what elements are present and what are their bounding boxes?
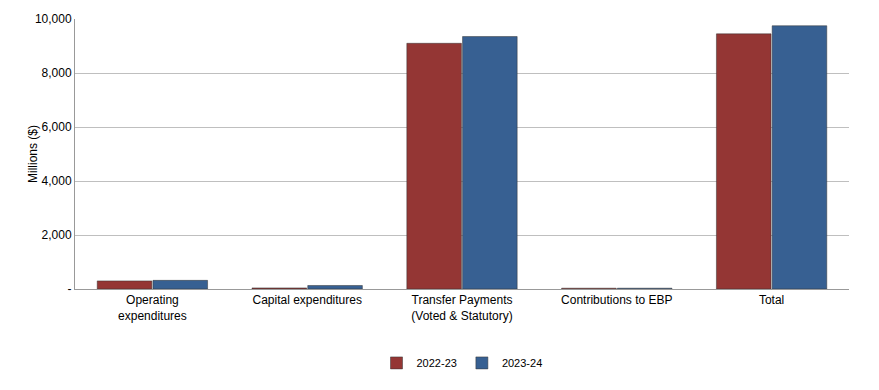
svg-text:Millions ($): Millions ($) bbox=[26, 125, 40, 183]
svg-text:Transfer Payments(Voted & Stat: Transfer Payments(Voted & Statutory) bbox=[411, 293, 512, 323]
svg-text:Contributions to EBP: Contributions to EBP bbox=[561, 293, 672, 307]
svg-text:Capital expenditures: Capital expenditures bbox=[252, 293, 361, 307]
svg-text:2022-23: 2022-23 bbox=[417, 357, 457, 369]
svg-text:4,000: 4,000 bbox=[42, 174, 72, 188]
svg-text:10,000: 10,000 bbox=[35, 12, 72, 26]
svg-text:Operatingexpenditures: Operatingexpenditures bbox=[118, 293, 187, 323]
svg-text:Total: Total bbox=[759, 293, 784, 307]
svg-text:-: - bbox=[68, 282, 72, 296]
svg-text:2,000: 2,000 bbox=[42, 228, 72, 242]
svg-text:8,000: 8,000 bbox=[42, 66, 72, 80]
svg-text:2023-24: 2023-24 bbox=[502, 357, 542, 369]
svg-text:6,000: 6,000 bbox=[42, 120, 72, 134]
